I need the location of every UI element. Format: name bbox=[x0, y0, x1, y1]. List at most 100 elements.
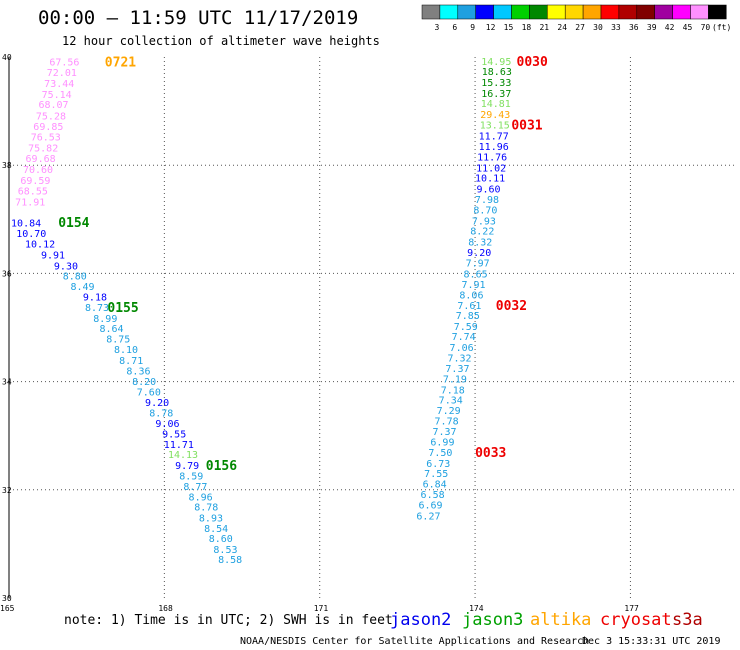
color-scale-label: 27 bbox=[575, 23, 585, 32]
swh-value: 8.60 bbox=[209, 534, 233, 545]
chart-subtitle: 12 hour collection of altimeter wave hei… bbox=[62, 34, 380, 48]
swh-value: 8.54 bbox=[204, 524, 228, 535]
swh-value: 7.55 bbox=[424, 469, 448, 480]
color-scale-label: 33 bbox=[611, 23, 621, 32]
swh-value: 7.32 bbox=[447, 353, 471, 364]
swh-value: 70.60 bbox=[23, 165, 53, 176]
swh-value: 10.12 bbox=[25, 240, 55, 251]
swh-value: 8.65 bbox=[464, 269, 488, 280]
swh-value: 8.78 bbox=[194, 503, 218, 514]
legend-altika: altika bbox=[530, 610, 591, 630]
swh-value: 7.37 bbox=[432, 427, 456, 438]
legend-s3a: s3a bbox=[672, 610, 703, 630]
color-scale-legend: 3 6 9 12 15 18 21 24 27 30 33 36 39 42 45 70 bbox=[421, 4, 727, 32]
color-scale-label: 18 bbox=[522, 23, 532, 32]
color-scale-label: 39 bbox=[647, 23, 657, 32]
swh-value: 7.61 bbox=[457, 301, 481, 312]
color-scale-label: 24 bbox=[557, 23, 567, 32]
swh-value: 7.74 bbox=[452, 332, 476, 343]
x-tick-label: 171 bbox=[314, 604, 329, 613]
color-scale-label: 6 bbox=[452, 23, 457, 32]
swh-value: 8.58 bbox=[218, 555, 242, 566]
chart-title: 00:00 – 11:59 UTC 11/17/2019 bbox=[38, 7, 358, 29]
swh-value: 69.85 bbox=[33, 122, 63, 133]
swh-value: 7.50 bbox=[428, 448, 452, 459]
color-swatch bbox=[582, 4, 602, 20]
pass-time-label: 0031 bbox=[511, 119, 542, 134]
swh-value: 8.59 bbox=[179, 471, 203, 482]
swh-value: 67.56 bbox=[49, 57, 79, 68]
swh-value: 71.91 bbox=[15, 198, 45, 209]
swh-value: 8.70 bbox=[473, 206, 497, 217]
footer-credit: NOAA/NESDIS Center for Satellite Applica… bbox=[240, 636, 589, 647]
swh-value: 10.84 bbox=[11, 219, 41, 230]
swh-value: 8.10 bbox=[114, 345, 138, 356]
swh-value: 9.18 bbox=[83, 293, 107, 304]
swh-value: 7.18 bbox=[441, 385, 465, 396]
swh-value: 10.70 bbox=[16, 229, 46, 240]
swh-value: 6.73 bbox=[426, 459, 450, 470]
color-swatch bbox=[636, 4, 655, 20]
swh-value: 7.91 bbox=[461, 280, 485, 291]
swh-value: 73.44 bbox=[44, 79, 74, 90]
color-swatch bbox=[439, 4, 459, 20]
color-scale-label: 15 bbox=[504, 23, 514, 32]
color-scale-label: 45 bbox=[683, 23, 693, 32]
pass-time-label: 0154 bbox=[58, 216, 89, 231]
swh-value: 9.79 bbox=[175, 461, 199, 472]
swh-value: 8.77 bbox=[183, 482, 207, 493]
color-scale-label: 3 bbox=[434, 23, 439, 32]
swh-value: 6.58 bbox=[421, 490, 445, 501]
swh-value: 29.43 bbox=[480, 110, 510, 121]
pass-time-label: 0156 bbox=[206, 459, 237, 474]
swh-value: 8.96 bbox=[189, 492, 213, 503]
swh-value: 7.06 bbox=[450, 343, 474, 354]
y-tick-label: 38 bbox=[2, 161, 12, 170]
color-swatch bbox=[511, 4, 530, 20]
swh-value: 14.95 bbox=[481, 57, 511, 68]
color-swatch bbox=[618, 4, 638, 20]
y-tick-label: 36 bbox=[2, 269, 12, 278]
color-scale-label: 42 bbox=[665, 23, 675, 32]
swh-value: 7.59 bbox=[454, 322, 478, 333]
legend-jason3: jason3 bbox=[462, 610, 523, 630]
swh-value: 69.68 bbox=[26, 154, 56, 165]
x-tick-label: 177 bbox=[624, 604, 639, 613]
color-scale-label: 21 bbox=[539, 23, 549, 32]
swh-value: 8.20 bbox=[132, 377, 156, 388]
swh-value: 75.28 bbox=[36, 112, 66, 123]
swh-value: 15.33 bbox=[481, 78, 511, 89]
swh-value: 8.32 bbox=[468, 238, 492, 249]
swh-value: 6.99 bbox=[430, 438, 454, 449]
swh-value: 9.55 bbox=[162, 430, 186, 441]
color-swatch bbox=[529, 4, 548, 20]
pass-time-label: 0721 bbox=[105, 55, 136, 70]
swh-value: 14.81 bbox=[481, 99, 511, 110]
swh-value: 68.07 bbox=[38, 100, 68, 111]
color-swatch bbox=[690, 4, 709, 20]
swh-value: 7.78 bbox=[435, 417, 459, 428]
swh-value: 18.63 bbox=[482, 67, 512, 78]
swh-value: 75.82 bbox=[28, 143, 58, 154]
color-scale-label: 9 bbox=[470, 23, 475, 32]
color-scale-unit: (ft) bbox=[712, 23, 731, 32]
swh-value: 9.91 bbox=[41, 251, 65, 262]
swh-value: 7.97 bbox=[466, 259, 490, 270]
swh-value: 13.15 bbox=[480, 121, 510, 132]
swh-value: 8.06 bbox=[459, 291, 483, 302]
swh-value: 6.69 bbox=[418, 500, 442, 511]
satellite-legend: jason2 jason3 altika cryosat s3a bbox=[390, 610, 703, 630]
color-swatch bbox=[564, 4, 584, 20]
swh-value: 69.59 bbox=[20, 176, 50, 187]
pass-time-label: 0032 bbox=[496, 299, 527, 314]
swh-value: 7.98 bbox=[475, 195, 499, 206]
swh-value: 7.29 bbox=[437, 406, 461, 417]
swh-value: 8.49 bbox=[70, 282, 94, 293]
y-tick-label: 30 bbox=[2, 594, 12, 603]
x-tick-label: 165 bbox=[0, 604, 15, 613]
y-tick-label: 34 bbox=[2, 378, 12, 387]
swh-value: 7.34 bbox=[439, 396, 463, 407]
swh-value: 11.76 bbox=[477, 153, 507, 164]
legend-jason2: jason2 bbox=[390, 610, 451, 630]
